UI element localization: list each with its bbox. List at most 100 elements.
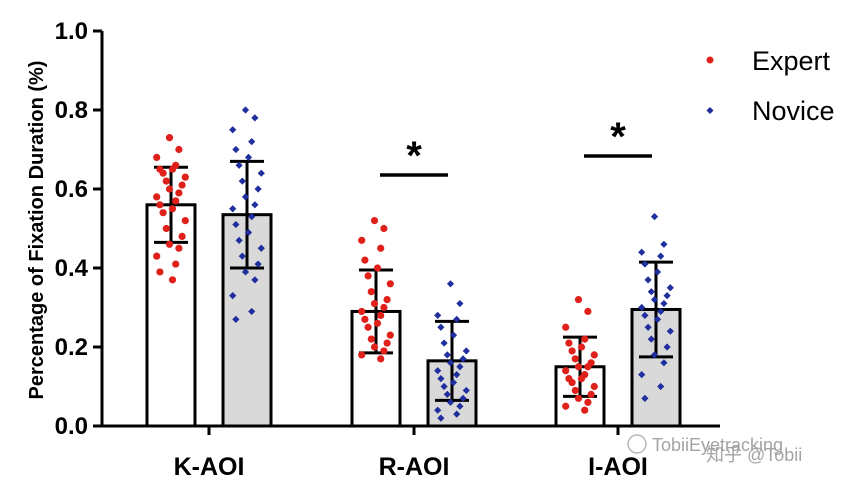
data-point-novice <box>434 311 442 319</box>
data-point-expert <box>175 189 183 197</box>
category-label-i-aoi: I-AOI <box>588 453 648 481</box>
watermark-brand: TobiiEyetracking <box>652 435 783 455</box>
data-point-expert <box>577 343 586 351</box>
data-points-layer <box>153 106 674 422</box>
data-point-novice <box>434 367 442 375</box>
data-point-expert <box>364 323 372 331</box>
data-point-expert <box>380 303 388 312</box>
data-point-novice <box>229 205 237 213</box>
data-point-novice <box>459 394 467 402</box>
data-point-novice <box>644 323 652 331</box>
data-point-novice <box>443 390 451 398</box>
data-point-expert <box>358 351 366 359</box>
data-point-novice <box>248 213 256 221</box>
legend-expert-marker <box>706 56 714 64</box>
data-point-expert <box>370 343 379 351</box>
data-point-novice <box>235 161 243 169</box>
data-point-expert <box>590 382 598 391</box>
data-point-expert <box>574 296 583 304</box>
data-point-novice <box>644 276 652 284</box>
data-point-novice <box>446 280 455 288</box>
data-point-novice <box>235 236 243 244</box>
data-point-expert <box>587 390 595 398</box>
data-point-novice <box>647 288 655 296</box>
legend-novice-label: Novice <box>752 96 835 126</box>
data-point-novice <box>446 359 455 367</box>
data-point-novice <box>251 201 259 209</box>
data-point-expert <box>380 347 388 355</box>
data-point-expert <box>562 402 570 410</box>
data-point-novice <box>244 228 253 237</box>
data-point-expert <box>367 288 375 296</box>
data-point-expert <box>168 165 177 173</box>
data-point-expert <box>358 236 366 244</box>
y-axis: 0.0 0.2 0.4 0.6 0.8 1.0 <box>55 18 720 440</box>
data-point-expert <box>568 347 576 355</box>
data-point-novice <box>437 323 445 331</box>
watermark-text: 知乎 @Tobii <box>706 445 802 465</box>
data-point-novice <box>653 315 662 323</box>
data-point-novice <box>232 315 240 323</box>
data-point-novice <box>657 307 665 316</box>
data-point-expert <box>175 145 183 154</box>
data-point-expert <box>377 355 385 363</box>
data-point-novice <box>453 410 461 418</box>
data-point-novice <box>449 378 458 387</box>
data-point-novice <box>229 292 237 300</box>
y-tick-label: 0.8 <box>55 97 88 124</box>
data-point-expert <box>377 244 385 252</box>
data-point-novice <box>638 248 646 256</box>
data-point-expert <box>370 217 379 225</box>
data-point-expert <box>565 339 573 347</box>
data-point-novice <box>440 339 448 347</box>
data-point-expert <box>377 311 385 319</box>
data-point-expert <box>358 307 366 316</box>
data-point-expert <box>373 319 382 327</box>
legend-novice-marker <box>706 107 714 114</box>
data-point-expert <box>571 386 579 395</box>
data-point-novice <box>456 363 464 371</box>
data-point-expert <box>168 205 177 213</box>
data-point-novice <box>657 382 665 391</box>
data-point-expert <box>172 260 180 268</box>
category-label-k-aoi: K-AOI <box>174 453 245 481</box>
data-point-expert <box>361 315 369 323</box>
data-point-novice <box>238 177 246 185</box>
data-point-novice <box>437 375 445 383</box>
data-point-novice <box>229 126 237 134</box>
legend: Expert Novice <box>706 46 835 126</box>
data-point-expert <box>386 280 394 288</box>
bars-layer <box>145 203 682 428</box>
significance-star: * <box>406 134 422 178</box>
wechat-icon <box>627 434 647 454</box>
data-point-novice <box>462 347 470 355</box>
data-point-novice <box>660 240 668 248</box>
data-point-expert <box>380 224 388 233</box>
data-point-novice <box>238 252 246 260</box>
data-point-novice <box>459 355 467 363</box>
data-point-expert <box>577 375 586 383</box>
data-point-novice <box>453 371 461 379</box>
data-point-expert <box>574 394 583 402</box>
data-point-expert <box>367 335 375 343</box>
data-point-novice <box>663 343 671 351</box>
data-point-expert <box>181 173 189 181</box>
data-point-novice <box>650 351 659 359</box>
data-point-expert <box>153 153 161 161</box>
data-point-novice <box>232 220 240 229</box>
data-point-novice <box>248 138 256 146</box>
data-point-novice <box>462 386 470 395</box>
data-point-novice <box>437 414 445 422</box>
y-tick-label: 0.0 <box>55 413 88 440</box>
data-point-novice <box>453 315 461 323</box>
data-point-expert <box>156 201 164 209</box>
data-point-novice <box>638 371 646 379</box>
data-point-expert <box>153 252 161 260</box>
data-point-expert <box>562 323 570 331</box>
data-point-expert <box>175 244 183 252</box>
y-tick-label: 1.0 <box>55 18 88 45</box>
data-point-novice <box>244 153 253 161</box>
data-point-novice <box>241 268 250 276</box>
data-point-expert <box>165 134 174 142</box>
